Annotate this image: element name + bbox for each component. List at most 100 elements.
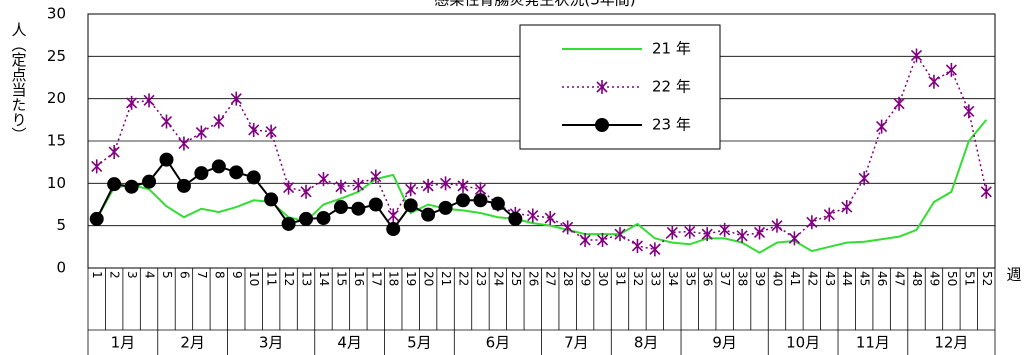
legend-label: 21 年: [652, 40, 691, 58]
x-tick-label: 37: [718, 271, 732, 286]
asterisk-marker: [335, 179, 347, 194]
x-tick-label: 43: [823, 271, 837, 286]
x-tick-label: 14: [317, 271, 331, 286]
month-label: 3月: [259, 334, 284, 352]
asterisk-marker: [178, 136, 190, 151]
asterisk-marker: [701, 227, 713, 242]
asterisk-marker: [126, 95, 138, 110]
asterisk-marker: [213, 114, 225, 129]
y-tick-label: 15: [47, 132, 66, 150]
legend-label: 23 年: [652, 116, 691, 134]
circle-marker: [473, 193, 488, 208]
x-tick-label: 24: [491, 271, 505, 286]
asterisk-marker: [422, 178, 434, 193]
x-tick-label: 18: [387, 271, 401, 286]
x-tick-label: 29: [579, 271, 593, 286]
x-tick-label: 35: [683, 271, 697, 286]
x-tick-label: 3: [125, 271, 139, 279]
x-tick-label: 2: [108, 271, 122, 279]
x-tick-label: 27: [544, 271, 558, 286]
circle-marker: [490, 196, 505, 211]
asterisk-marker: [579, 233, 591, 248]
circle-marker: [281, 216, 296, 231]
y-tick-label: 30: [47, 5, 66, 23]
x-tick-label: 21: [439, 271, 453, 286]
x-tick-label: 42: [805, 271, 819, 286]
chart-title: 感染性胃腸炎発生状況(3年間): [434, 0, 635, 9]
x-tick-label: 12: [282, 271, 296, 286]
asterisk-marker: [893, 96, 905, 111]
x-tick-label: 41: [788, 271, 802, 286]
circle-marker: [316, 211, 331, 226]
asterisk-marker: [562, 220, 574, 235]
circle-marker: [211, 159, 226, 174]
circle-marker: [229, 165, 244, 180]
asterisk-marker: [352, 178, 364, 193]
asterisk-marker: [265, 124, 277, 139]
month-label: 5月: [407, 334, 432, 352]
asterisk-marker: [457, 178, 469, 193]
x-tick-label: 38: [736, 271, 750, 286]
circle-marker: [264, 192, 279, 207]
asterisk-marker: [858, 171, 870, 186]
x-tick-label: 10: [247, 271, 261, 286]
asterisk-marker: [160, 114, 173, 129]
circle-marker: [508, 211, 523, 226]
y-tick-label: 5: [56, 216, 66, 234]
x-tick-label: 52: [980, 271, 994, 286]
month-label: 11月: [856, 334, 890, 352]
circle-marker: [368, 197, 383, 212]
x-tick-label: 36: [701, 271, 715, 286]
x-tick-label: 16: [352, 271, 366, 286]
x-tick-label: 22: [457, 271, 471, 286]
series-line: [96, 53, 988, 251]
legend: 21 年 22 年 23 年: [519, 24, 721, 150]
x-tick-label: 7: [195, 271, 209, 279]
asterisk-marker: [230, 91, 242, 106]
x-tick-label: 6: [177, 271, 191, 279]
circle-marker: [438, 200, 453, 215]
asterisk-marker: [370, 169, 382, 184]
asterisk-marker: [876, 119, 888, 134]
circle-marker: [194, 166, 209, 181]
asterisk-marker: [108, 145, 120, 160]
y-axis-label: 人（定点当たり）: [10, 22, 28, 142]
asterisk-marker: [910, 48, 923, 63]
circle-marker: [351, 201, 366, 216]
x-tick-label: 28: [561, 271, 575, 286]
x-tick-label: 1: [90, 271, 104, 279]
x-tick-label: 50: [945, 271, 959, 286]
asterisk-marker: [806, 215, 818, 230]
x-tick-label: 11: [265, 271, 279, 286]
asterisk-marker: [283, 180, 295, 195]
series-line: [95, 119, 988, 254]
x-tick-label: 33: [648, 271, 662, 286]
legend-label: 22 年: [652, 78, 691, 96]
month-label: 8月: [634, 334, 659, 352]
asterisk-marker: [841, 200, 853, 215]
y-tick-label: 10: [47, 174, 66, 192]
asterisk-marker: [649, 242, 661, 257]
circle-marker: [299, 211, 314, 226]
asterisk-marker: [753, 225, 766, 240]
circle-marker: [333, 200, 348, 215]
asterisk-marker: [980, 184, 992, 199]
asterisk-marker: [631, 238, 643, 253]
asterisk-marker: [143, 93, 155, 108]
y-tick-label: 0: [56, 259, 66, 277]
month-label: 7月: [564, 334, 589, 352]
x-tick-label: 4: [143, 271, 157, 279]
x-tick-label: 5: [160, 271, 174, 279]
x-tick-label: 20: [422, 271, 436, 286]
asterisk-marker: [928, 74, 940, 89]
month-label: 6月: [486, 334, 511, 352]
asterisk-marker: [666, 225, 678, 240]
x-tick-label: 32: [631, 271, 645, 286]
asterisk-marker: [963, 104, 975, 119]
asterisk-marker: [195, 125, 207, 140]
asterisk-marker: [527, 208, 539, 223]
x-tick-label: 19: [404, 271, 418, 286]
x-tick-label: 44: [840, 271, 854, 286]
x-tick-label: 9: [230, 271, 244, 279]
